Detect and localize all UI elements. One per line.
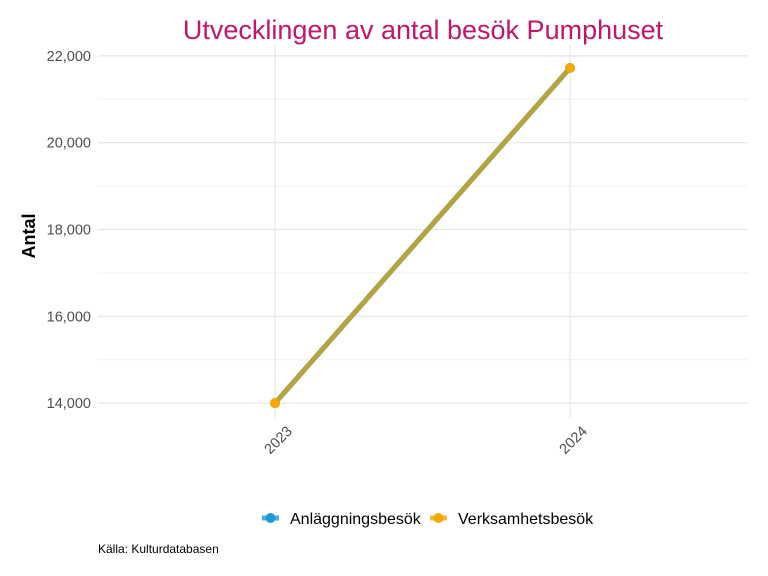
caption: Källa: Kulturdatabasen: [98, 542, 219, 556]
y-tick-label: 20,000: [47, 136, 91, 152]
data-point: [270, 398, 280, 409]
legend-label: Anläggningsbesök: [290, 511, 422, 528]
x-tick-label: 2024: [557, 424, 591, 458]
y-tick-label: 18,000: [47, 223, 91, 239]
legend-label: Verksamhetsbesök: [458, 511, 594, 528]
y-axis-label: Antal: [19, 214, 39, 259]
y-tick-label: 14,000: [47, 396, 91, 412]
x-tick-label: 2023: [262, 424, 296, 458]
data-point: [565, 63, 575, 74]
y-tick-label: 16,000: [47, 309, 91, 325]
y-tick-label: 22,000: [47, 49, 91, 65]
series-line: [273, 66, 572, 405]
legend-point-key: [433, 513, 444, 523]
legend-point-key: [265, 513, 276, 523]
chart-title: Utvecklingen av antal besök Pumphuset: [183, 15, 664, 45]
